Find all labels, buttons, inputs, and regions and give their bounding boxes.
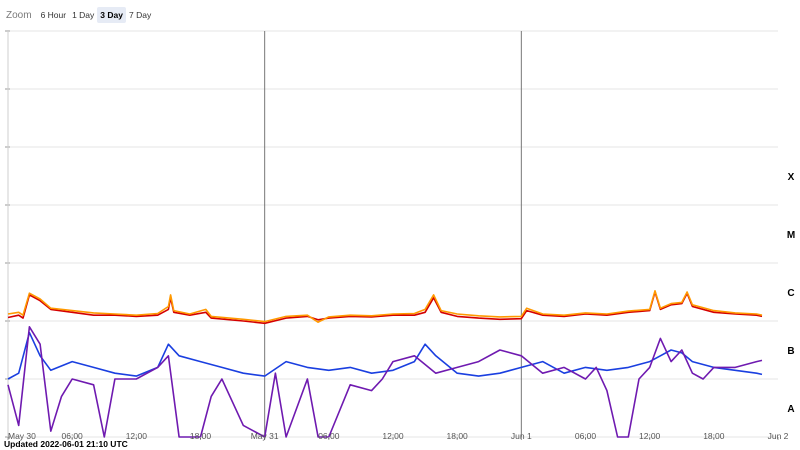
class-label-m: M — [787, 230, 795, 241]
updated-timestamp: Updated 2022-06-01 21:10 UTC — [4, 439, 128, 449]
x-tick-label: 12:00 — [382, 431, 404, 441]
series-line-1 — [7, 290, 763, 323]
class-label-b: B — [787, 346, 794, 357]
zoom-3-day-button[interactable]: 3 Day — [97, 7, 126, 23]
x-tick-label: 18:00 — [447, 431, 469, 441]
class-label-a: A — [787, 404, 794, 415]
x-tick-label: May 31 — [251, 431, 279, 441]
zoom-1-day-button[interactable]: 1 Day — [72, 10, 95, 20]
zoom-label: Zoom — [6, 9, 32, 21]
series-line-3 — [7, 326, 763, 438]
x-tick-label: 12:00 — [126, 431, 148, 441]
x-tick-label: Jun 2 — [768, 431, 789, 441]
zoom-6-hour-button[interactable]: 6 Hour — [40, 10, 67, 20]
x-tick-label: 18:00 — [703, 431, 725, 441]
series-line-2 — [7, 331, 763, 380]
zoom-controls: Zoom 6 Hour 1 Day 3 Day 7 Day — [6, 6, 154, 24]
x-tick-label: 18:00 — [190, 431, 212, 441]
series-line-0 — [7, 291, 763, 325]
zoom-7-day-button[interactable]: 7 Day — [128, 10, 152, 20]
class-label-c: C — [787, 288, 794, 299]
x-tick-label: 06:00 — [318, 431, 340, 441]
x-tick-label: 12:00 — [639, 431, 661, 441]
x-tick-label: 06:00 — [62, 431, 84, 441]
class-label-x: X — [788, 172, 795, 183]
x-tick-label: Jun 1 — [511, 431, 532, 441]
x-tick-label: 06:00 — [575, 431, 597, 441]
x-tick-label: May 30 — [8, 431, 36, 441]
